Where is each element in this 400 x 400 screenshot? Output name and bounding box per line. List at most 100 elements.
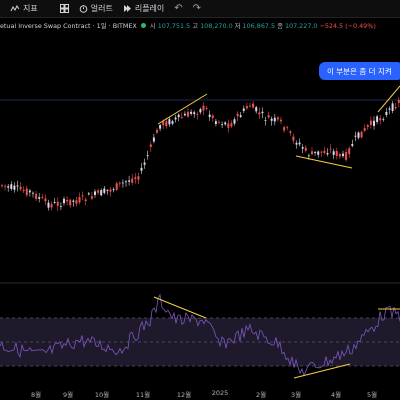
high-value: 108,270.0 — [200, 21, 233, 30]
candle-body — [304, 147, 307, 151]
candle-body — [174, 117, 177, 120]
candle-body — [301, 147, 304, 149]
alarm-clock-icon — [79, 5, 88, 13]
candle-body — [385, 111, 388, 115]
templates-button[interactable] — [59, 4, 69, 13]
symbol-title: etual Inverse Swap Contract · 1일 · BITME… — [0, 22, 137, 30]
candle-body — [94, 191, 96, 195]
candle-body — [348, 148, 351, 155]
candle-body — [218, 121, 220, 123]
candle-body — [84, 199, 87, 202]
candle-body — [214, 121, 217, 124]
annotation-text: 이 부분은 좀 더 지켜 — [327, 66, 392, 76]
candle-body — [19, 186, 22, 190]
candle-body — [289, 131, 292, 133]
candle-body — [125, 181, 127, 183]
candle-body — [376, 116, 379, 122]
candle-body — [193, 112, 196, 115]
indicators-label: 지표 — [23, 4, 38, 13]
candle-body — [134, 177, 137, 179]
candle-body — [273, 117, 276, 122]
candle-body — [109, 189, 112, 192]
candle-body — [13, 185, 16, 190]
candle-body — [335, 150, 338, 156]
time-axis[interactable]: 8월 9월 10월 11월 12월 2025 2월 3월 4월 5월 — [0, 386, 400, 400]
candle-body — [152, 137, 155, 142]
low-value: 106,867.5 — [242, 21, 276, 30]
candle-body — [388, 108, 391, 110]
candle-body — [345, 152, 348, 160]
candle-body — [177, 114, 180, 118]
candle-body — [112, 189, 115, 191]
candle-body — [187, 111, 189, 117]
symbol-legend: etual Inverse Swap Contract · 1일 · BITME… — [0, 21, 376, 31]
candle-body — [261, 111, 264, 114]
rsi-divergence-bottom[interactable] — [293, 363, 351, 379]
candle-body — [121, 182, 124, 184]
candle-body — [149, 144, 152, 147]
candle-body — [205, 108, 208, 109]
trendline-support[interactable] — [295, 155, 353, 169]
candle-body — [391, 103, 394, 111]
candle-body — [307, 155, 310, 157]
candle-body — [44, 198, 47, 202]
time-axis-label: 11월 — [135, 391, 151, 399]
candle-body — [245, 106, 248, 109]
candle-body — [363, 128, 366, 131]
candle-body — [258, 112, 261, 115]
candle-body — [329, 148, 332, 150]
candle-body — [224, 122, 227, 125]
change-value: −524.5 (−0.49%) — [319, 21, 376, 30]
candles-layer — [1, 96, 400, 211]
candle-body — [28, 190, 31, 193]
redo-icon[interactable]: ↷ — [192, 3, 202, 14]
candle-body — [81, 195, 84, 197]
time-axis-label: 9월 — [62, 391, 74, 399]
alerts-button[interactable]: 얼러트 — [79, 3, 113, 14]
candle-body — [351, 144, 354, 146]
candle-body — [357, 132, 360, 138]
candle-body — [311, 151, 313, 155]
replay-button[interactable]: 리플레이 — [123, 3, 164, 14]
candle-body — [360, 131, 363, 138]
candle-body — [140, 167, 143, 171]
time-axis-label: 5월 — [366, 391, 378, 399]
candle-body — [255, 107, 258, 112]
candle-body — [56, 201, 59, 206]
close-value: 107,227.0 — [284, 21, 318, 30]
candle-body — [373, 120, 375, 126]
candle-body — [63, 198, 65, 204]
candle-body — [69, 199, 72, 206]
candle-body — [137, 176, 140, 180]
trendline-recent[interactable] — [377, 85, 400, 113]
price-chart[interactable] — [0, 18, 400, 400]
candle-body — [190, 111, 193, 114]
candle-body — [211, 115, 214, 119]
candle-body — [106, 190, 109, 191]
candle-body — [338, 154, 341, 157]
trendline-resistance[interactable] — [157, 93, 208, 125]
indicators-button[interactable]: 지표 — [10, 3, 38, 14]
candle-body — [180, 116, 183, 118]
candle-body — [286, 127, 289, 129]
candle-body — [233, 119, 236, 124]
candle-body — [208, 114, 211, 118]
rsi-line — [0, 293, 400, 377]
replay-icon — [123, 5, 131, 12]
candle-body — [323, 150, 326, 154]
undo-icon[interactable]: ↶ — [174, 3, 183, 14]
candle-body — [159, 125, 162, 129]
candle-body — [270, 118, 273, 121]
candle-body — [143, 162, 146, 165]
candle-body — [35, 193, 38, 200]
candle-body — [168, 119, 171, 125]
rsi-divergence-top[interactable] — [153, 296, 207, 319]
candle-body — [7, 186, 10, 188]
candle-body — [221, 124, 224, 126]
annotation-note[interactable]: 이 부분은 좀 더 지켜 — [319, 62, 400, 80]
indicators-icon — [10, 5, 20, 12]
market-status-dot — [140, 23, 146, 28]
candle-body — [171, 121, 174, 124]
candle-body — [115, 183, 118, 190]
candle-body — [264, 120, 267, 121]
